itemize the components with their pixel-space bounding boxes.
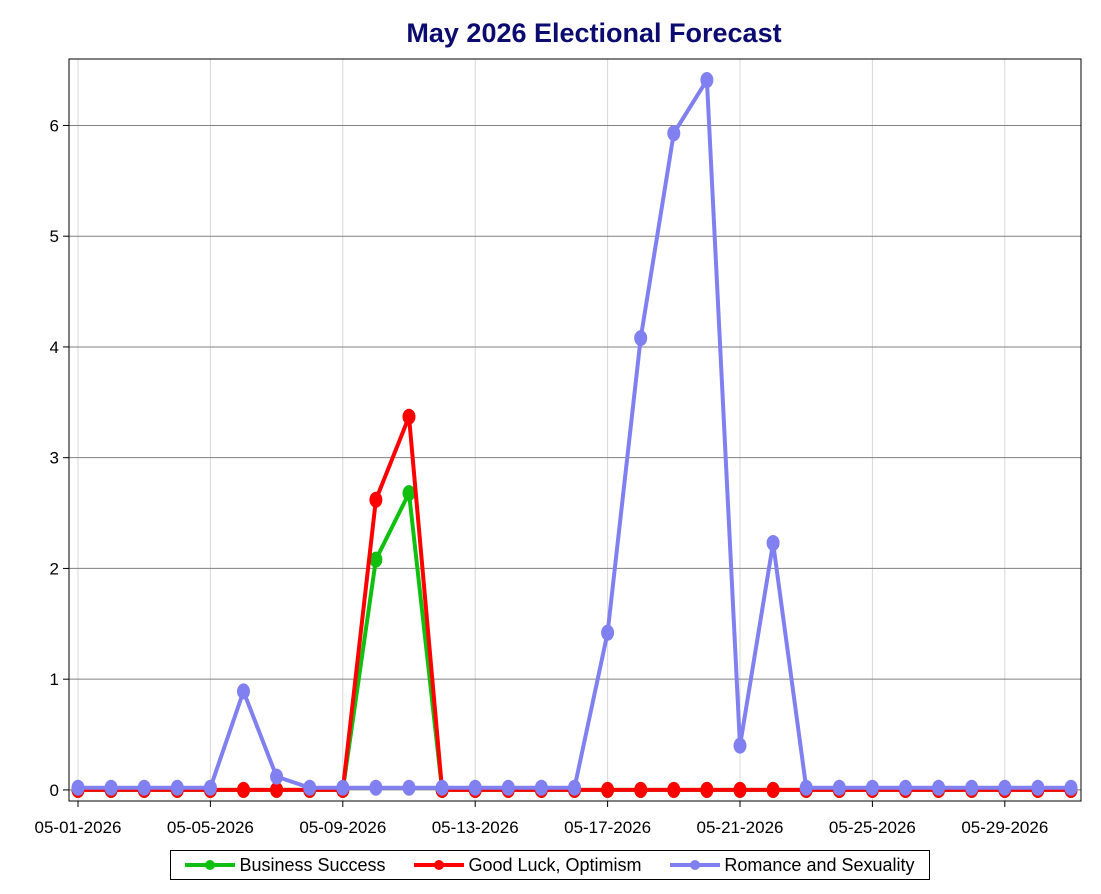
data-point xyxy=(402,779,416,796)
y-tick-label: 1 xyxy=(50,670,59,689)
chart-title: May 2026 Electional Forecast xyxy=(406,18,782,48)
data-point xyxy=(468,779,482,796)
x-tick-label: 05-13-2026 xyxy=(432,818,519,837)
data-point xyxy=(832,779,846,796)
data-point xyxy=(634,330,648,347)
data-point xyxy=(998,779,1012,796)
data-point xyxy=(965,779,979,796)
legend-label: Romance and Sexuality xyxy=(724,854,915,875)
data-point xyxy=(336,779,350,796)
data-point xyxy=(104,779,118,796)
data-point xyxy=(270,781,284,798)
data-point xyxy=(369,779,383,796)
x-tick-label: 05-21-2026 xyxy=(697,818,784,837)
y-tick-label: 4 xyxy=(50,338,59,357)
data-point xyxy=(568,779,581,796)
legend: Business Success Good Luck, Optimism Rom… xyxy=(170,850,930,880)
data-point xyxy=(733,781,747,798)
data-point xyxy=(1031,779,1045,796)
x-tick-label: 05-05-2026 xyxy=(167,818,254,837)
data-point xyxy=(700,72,714,89)
legend-item-business-success: Business Success xyxy=(185,854,386,876)
data-point xyxy=(237,683,250,700)
data-point xyxy=(435,779,449,796)
data-point xyxy=(501,779,515,796)
y-tick-label: 2 xyxy=(50,559,59,578)
legend-swatch xyxy=(414,858,465,872)
data-point xyxy=(601,624,615,641)
data-point xyxy=(170,779,184,796)
data-point xyxy=(402,485,416,502)
data-point xyxy=(369,491,383,508)
x-tick-label: 05-25-2026 xyxy=(829,818,916,837)
data-point xyxy=(601,781,615,798)
data-point xyxy=(303,779,317,796)
legend-label: Good Luck, Optimism xyxy=(468,854,642,875)
data-point xyxy=(799,779,813,796)
data-point xyxy=(766,534,780,551)
data-point xyxy=(865,779,879,796)
x-tick-label: 05-17-2026 xyxy=(564,818,651,837)
data-point xyxy=(634,781,648,798)
plot-frame xyxy=(68,58,1082,802)
legend-label: Business Success xyxy=(239,854,386,875)
data-point xyxy=(137,779,151,796)
x-tick-label: 05-09-2026 xyxy=(299,818,386,837)
y-tick-label: 6 xyxy=(50,116,59,135)
data-point xyxy=(71,779,85,796)
x-tick-label: 05-01-2026 xyxy=(35,818,122,837)
legend-swatch xyxy=(670,858,721,872)
data-point xyxy=(1064,779,1078,796)
y-tick-label: 3 xyxy=(50,449,59,468)
legend-item-good-luck: Good Luck, Optimism xyxy=(414,854,642,876)
data-point xyxy=(733,737,747,754)
data-point xyxy=(203,779,217,796)
y-tick-label: 5 xyxy=(50,227,59,246)
data-point xyxy=(899,779,912,796)
data-point xyxy=(237,781,250,798)
data-point xyxy=(402,408,416,425)
data-point xyxy=(667,781,681,798)
legend-item-romance: Romance and Sexuality xyxy=(670,854,915,876)
data-point xyxy=(766,781,780,798)
data-point xyxy=(700,781,714,798)
legend-swatch xyxy=(185,858,236,872)
data-point xyxy=(369,551,383,568)
data-point xyxy=(534,779,548,796)
data-point xyxy=(667,125,681,142)
data-point xyxy=(932,779,946,796)
data-point xyxy=(270,768,284,785)
x-tick-label: 05-29-2026 xyxy=(961,818,1048,837)
y-tick-label: 0 xyxy=(50,781,59,800)
series-line xyxy=(78,78,1071,790)
